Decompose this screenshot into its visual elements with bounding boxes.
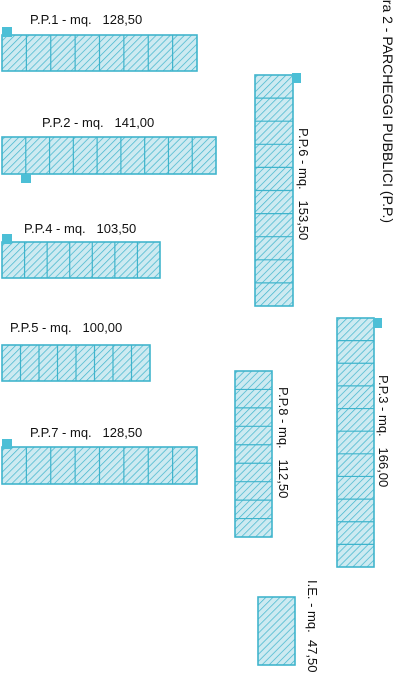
lot-pp3 — [336, 317, 375, 568]
label-pp7: P.P.7 - mq. 128,50 — [30, 425, 143, 440]
lot-pp6-marker — [292, 73, 301, 83]
lot-pp4-marker — [2, 234, 12, 244]
lot-ie — [257, 596, 296, 666]
lot-pp3-marker — [373, 318, 382, 328]
label-pp4: P.P.4 - mq. 103,50 — [24, 221, 137, 236]
lot-pp2 — [1, 136, 217, 175]
lot-pp4 — [1, 241, 161, 279]
lot-pp2-marker — [21, 174, 31, 183]
label-pp5: P.P.5 - mq. 100,00 — [10, 320, 123, 335]
lot-pp8 — [234, 370, 273, 538]
lot-pp1-marker — [2, 27, 12, 37]
label-pp1: P.P.1 - mq. 128,50 — [30, 12, 143, 27]
label-pp2: P.P.2 - mq. 141,00 — [42, 115, 155, 130]
lot-pp7-marker — [2, 439, 12, 449]
